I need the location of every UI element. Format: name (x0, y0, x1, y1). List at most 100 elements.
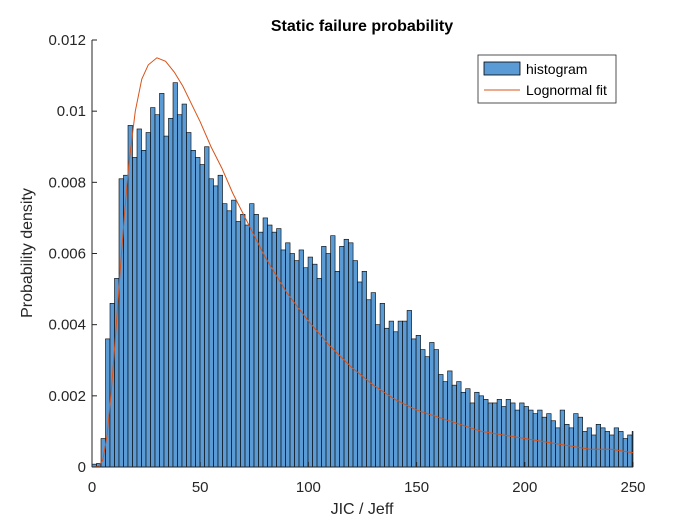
histogram-bar (289, 253, 295, 468)
x-tick-label: 50 (192, 479, 209, 496)
histogram-bar (145, 132, 151, 468)
histogram-bar (402, 320, 408, 468)
histogram-bar (573, 413, 579, 468)
histogram-bar (411, 338, 417, 468)
y-axis-label: Probability density (19, 188, 36, 318)
histogram-bar (231, 199, 237, 468)
histogram-bar (235, 221, 241, 468)
histogram-bar (618, 431, 624, 468)
histogram-bar (379, 303, 385, 468)
histogram-bar (352, 260, 358, 468)
y-tick-label: 0.008 (48, 174, 86, 191)
x-ticks: 0 50 100 150 200 250 (88, 462, 646, 496)
histogram-bar (375, 324, 381, 468)
y-tick-label: 0.002 (48, 388, 86, 405)
histogram-bar (370, 292, 376, 468)
histogram-bar (420, 349, 426, 468)
histogram-bar (307, 256, 313, 468)
histogram-bar (622, 438, 628, 468)
histogram-bar (195, 157, 201, 468)
histogram-bar (559, 409, 565, 468)
histogram-bar (154, 114, 160, 468)
histogram-bar (613, 427, 619, 468)
histogram-bar (190, 150, 196, 468)
chart-title: Static failure probability (271, 18, 453, 35)
histogram-bar (514, 409, 520, 468)
histogram-bar (105, 338, 111, 468)
histogram-bar (397, 320, 403, 468)
histogram-bar (343, 238, 349, 468)
histogram-bar (460, 391, 466, 468)
histogram-bar (415, 335, 421, 468)
histogram-bar (348, 242, 354, 468)
histogram-bar (168, 117, 174, 468)
histogram-bar (384, 327, 390, 468)
histogram-bar (132, 157, 138, 468)
histogram-bar (442, 381, 448, 468)
histogram-bar (199, 164, 205, 468)
histogram-bar (438, 374, 444, 468)
histogram-bar (451, 384, 457, 468)
legend-swatch-histogram (483, 61, 521, 76)
histogram-bar (586, 427, 592, 468)
histogram-bar (631, 431, 634, 468)
histogram-bar (510, 402, 516, 468)
histogram-bar (528, 409, 534, 468)
histogram-bar (127, 125, 133, 468)
histogram-bar (492, 402, 498, 468)
x-tick-label: 150 (404, 479, 429, 496)
histogram-bar (285, 242, 291, 468)
histogram-bar (240, 214, 246, 468)
histogram-bar (312, 263, 318, 468)
histogram-bar (582, 431, 588, 468)
histogram-bar (505, 399, 511, 468)
y-tick-label: 0.006 (48, 246, 86, 263)
histogram-bar (483, 399, 489, 468)
histogram-bar (627, 434, 633, 468)
legend: histogram Lognormal fit (477, 54, 617, 104)
x-tick-label: 200 (512, 479, 537, 496)
histogram-bar (424, 356, 430, 468)
histogram-bar (501, 406, 507, 468)
histogram-bar (469, 402, 475, 468)
histogram-bar (298, 249, 304, 468)
histogram-bar (163, 135, 169, 468)
histogram-bar (271, 231, 277, 468)
y-ticks: 0 0.002 0.004 0.006 0.008 0.01 0.012 (48, 32, 97, 476)
histogram-bar (226, 210, 232, 468)
histogram-bar (181, 103, 187, 468)
histogram-bar (577, 416, 583, 468)
histogram-bar (334, 270, 340, 468)
histogram-bar (325, 253, 331, 468)
histogram-bar (388, 320, 394, 468)
histogram-bar (316, 278, 322, 468)
histogram-bar (591, 434, 597, 468)
histogram-bar (406, 310, 412, 468)
histogram-bar (294, 260, 300, 468)
histogram-bar (222, 203, 228, 468)
histogram-bar (600, 427, 606, 468)
legend-label-histogram: histogram (526, 61, 587, 77)
histogram-bar (361, 270, 367, 468)
histogram-bar (330, 235, 336, 468)
histogram-bar (150, 107, 156, 468)
histogram-bar (496, 399, 502, 468)
y-tick-label: 0.004 (48, 317, 86, 334)
y-tick-label: 0 (78, 459, 86, 476)
histogram-bar (321, 246, 327, 468)
histogram-bar (136, 128, 142, 468)
histogram-bar (523, 406, 529, 468)
histogram-bar (276, 228, 282, 468)
histogram-bar (172, 82, 178, 468)
histogram-bar (244, 224, 250, 468)
histogram-bar (546, 413, 552, 468)
histogram-bar (208, 178, 214, 468)
histogram-bar (303, 267, 309, 468)
histogram-bar (429, 342, 435, 468)
histogram-bar (118, 178, 124, 468)
histogram-bar (204, 146, 210, 468)
x-tick-label: 100 (296, 479, 321, 496)
histogram-bar (249, 203, 255, 468)
histogram-bar (217, 174, 223, 468)
histogram-bar (433, 349, 439, 468)
